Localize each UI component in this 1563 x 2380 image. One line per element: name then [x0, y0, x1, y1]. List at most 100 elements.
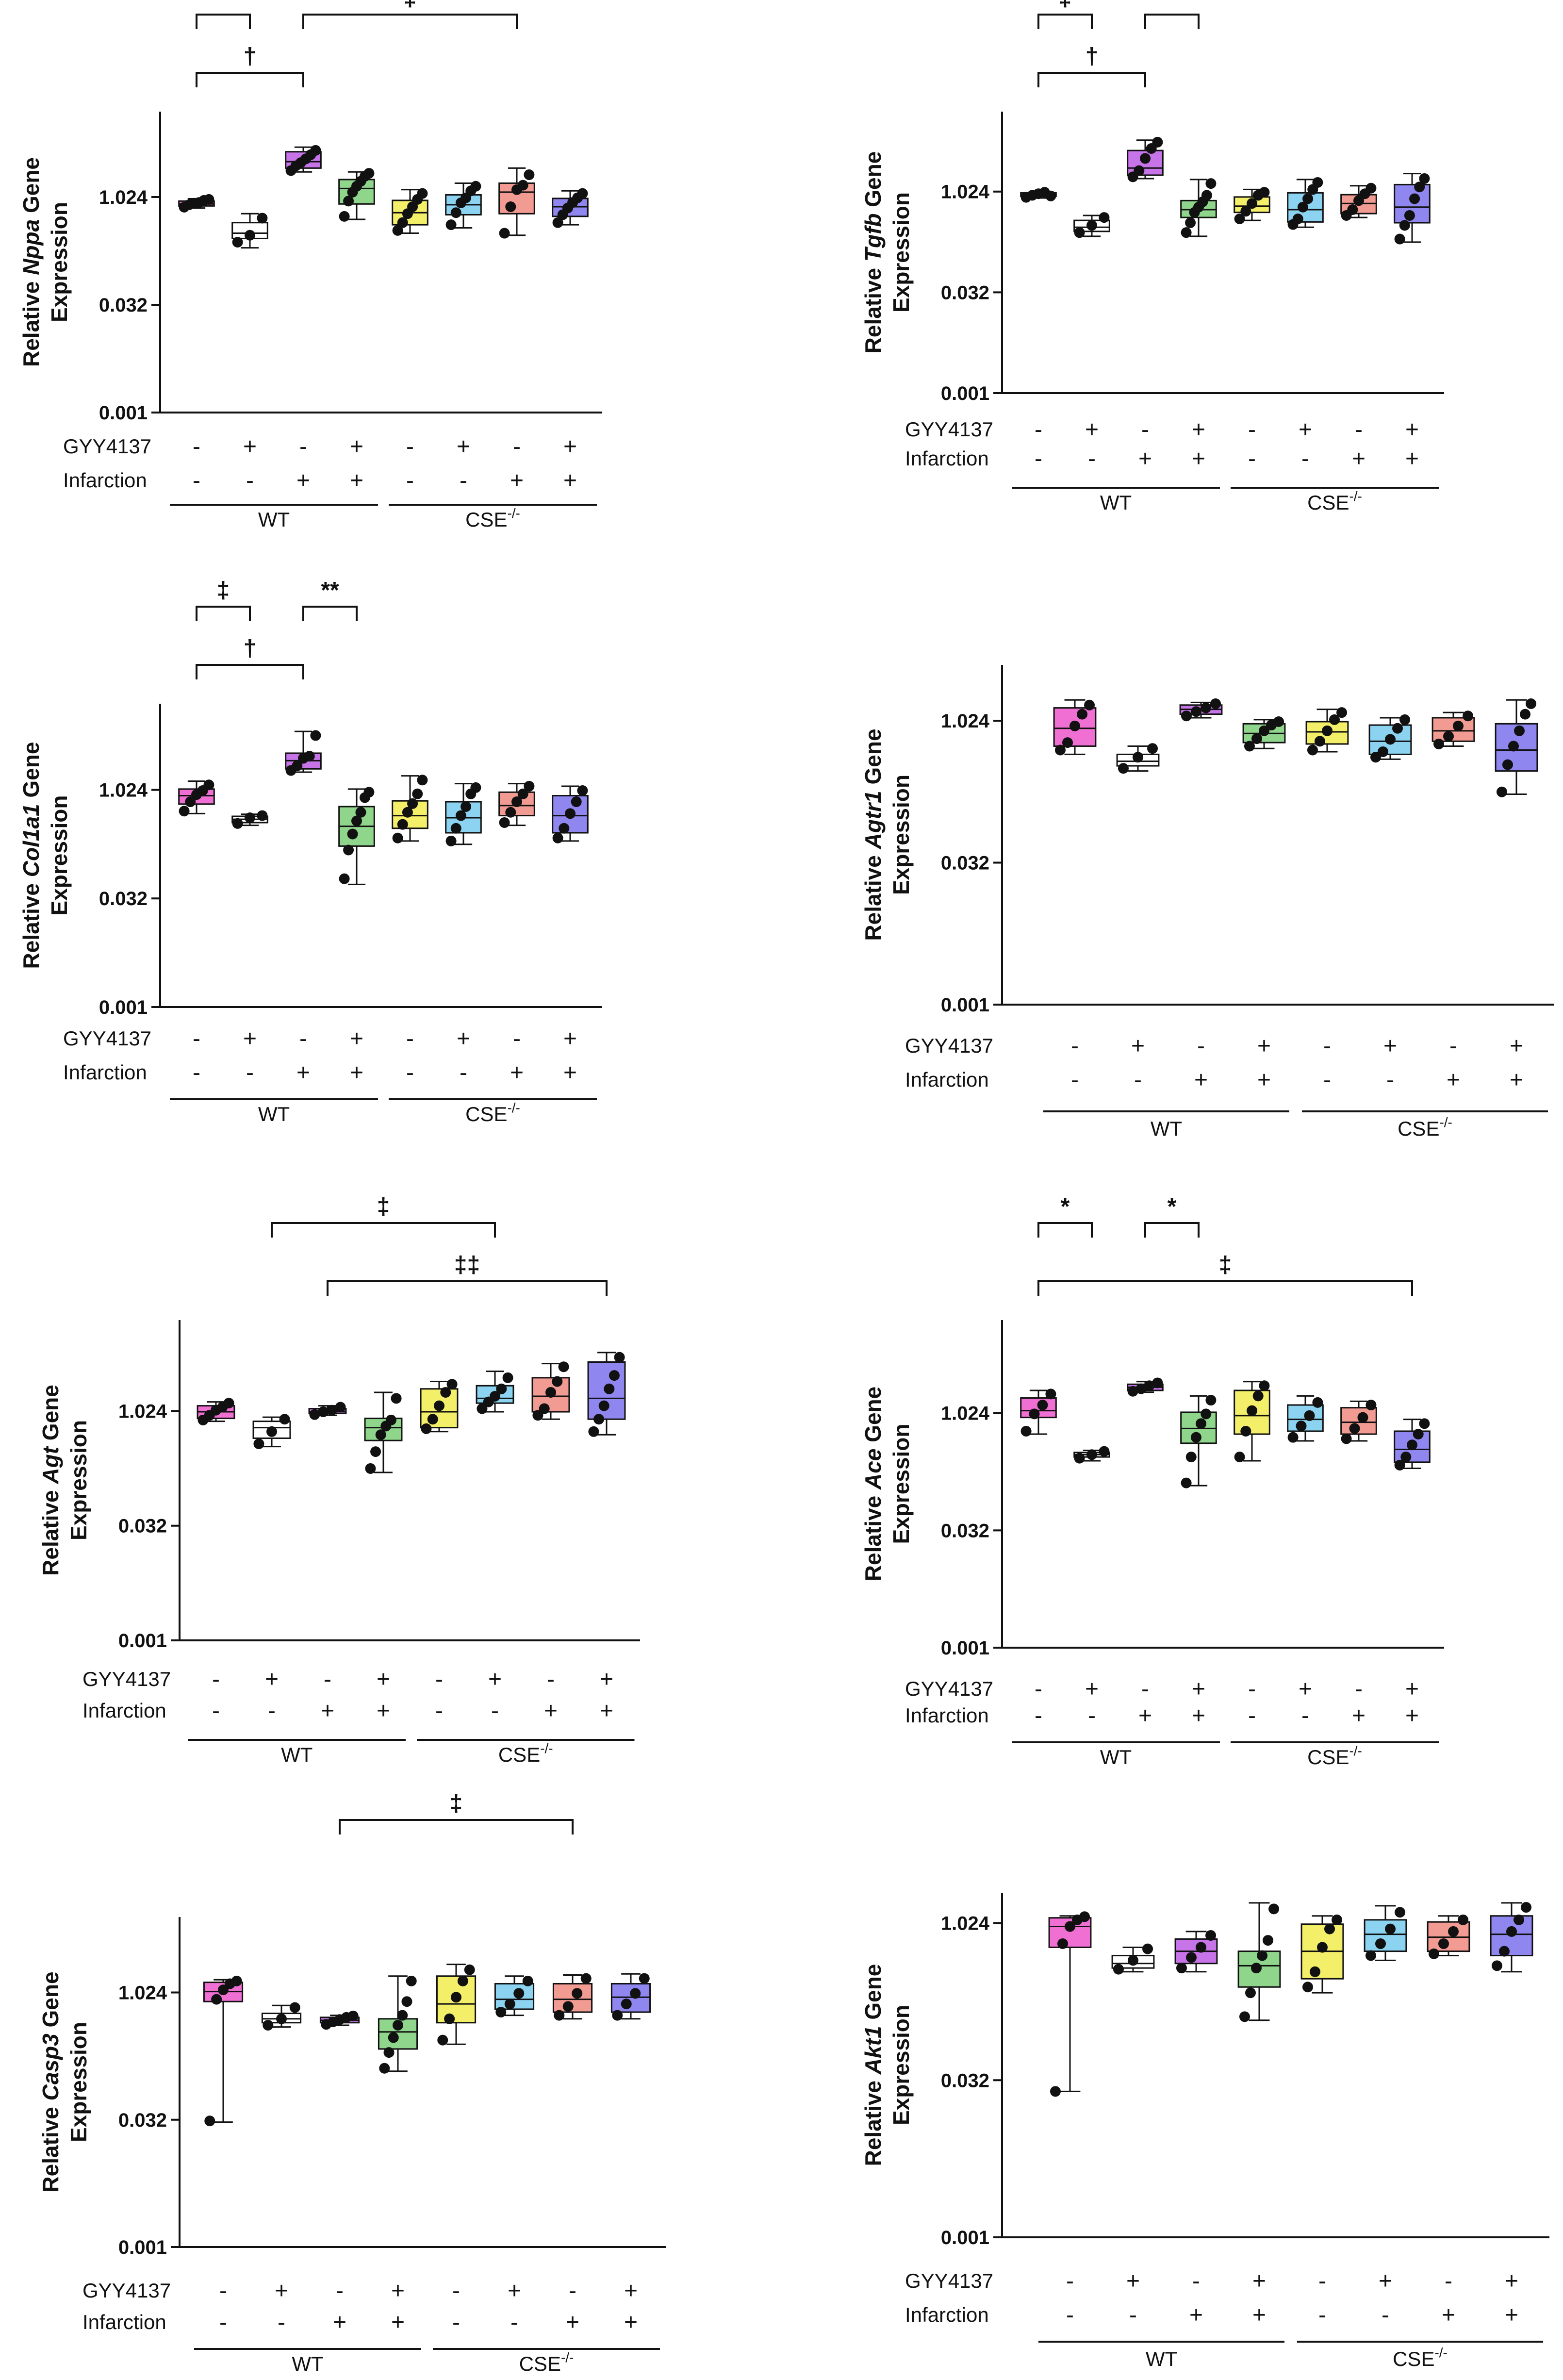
- bracket-line: [196, 664, 304, 679]
- bracket-line: [1037, 72, 1146, 87]
- data-point: [1247, 198, 1257, 209]
- treatment-sign: +: [1299, 417, 1312, 443]
- treatment-sign: -: [1066, 2268, 1074, 2294]
- treatment-sign: +: [1257, 1033, 1271, 1059]
- box-3: [319, 2010, 360, 2030]
- data-point: [203, 194, 214, 205]
- bracket-line: [302, 14, 518, 29]
- data-point: [1196, 1942, 1207, 1953]
- treatment-sign: -: [193, 434, 200, 460]
- data-point: [1050, 2086, 1061, 2097]
- box-8: [1495, 698, 1538, 797]
- data-point: [1144, 1380, 1155, 1391]
- condition-sign: +: [510, 468, 524, 494]
- data-point: [609, 1370, 620, 1381]
- data-point: [1357, 1412, 1368, 1423]
- data-point: [1302, 193, 1314, 204]
- data-point: [421, 1423, 432, 1434]
- box-4: [1180, 1395, 1217, 1488]
- data-point: [1201, 702, 1212, 713]
- data-point: [179, 806, 190, 817]
- data-point: [630, 1988, 641, 1999]
- data-point: [279, 1414, 290, 1425]
- box-5: [392, 188, 428, 236]
- significance-label: †: [1086, 44, 1099, 69]
- y-axis-label: Relative Akt1 GeneExpression: [860, 1964, 914, 2166]
- data-point: [1448, 1926, 1459, 1937]
- data-point: [1210, 698, 1221, 710]
- condition-sign: +: [1352, 1703, 1366, 1729]
- condition-sign: +: [563, 1060, 577, 1086]
- box: [1431, 717, 1475, 742]
- bracket-line: [1037, 14, 1093, 29]
- condition-sign: -: [246, 1060, 254, 1086]
- condition-sign: +: [1194, 1067, 1208, 1093]
- data-point: [1201, 1408, 1212, 1420]
- condition-sign: +: [1442, 2302, 1455, 2328]
- data-point: [1185, 217, 1196, 229]
- data-point: [257, 810, 268, 821]
- y-tick-label: 0.032: [941, 852, 989, 874]
- data-point: [1296, 1421, 1307, 1432]
- condition-sign: +: [296, 468, 310, 494]
- data-point: [445, 219, 457, 231]
- group-label-wt: WT: [281, 1743, 313, 1766]
- data-point: [612, 2010, 623, 2021]
- treatment-sign: -: [1248, 1676, 1256, 1702]
- data-point: [417, 188, 428, 199]
- box: [1364, 1919, 1407, 1952]
- data-point: [1086, 1449, 1097, 1460]
- data-point: [1181, 711, 1192, 722]
- box-6: [476, 1371, 514, 1414]
- row-label-treatment: GYY4137: [905, 418, 993, 441]
- condition-sign: +: [377, 1698, 390, 1724]
- row-label-treatment: GYY4137: [905, 2269, 993, 2292]
- data-point: [397, 2010, 408, 2021]
- data-point: [1377, 746, 1388, 757]
- significance-label: ‡: [377, 1194, 390, 1220]
- y-tick-label: 0.032: [941, 282, 989, 303]
- data-point: [524, 780, 535, 792]
- significance-label: ‡‡: [454, 1252, 480, 1278]
- treatment-sign: -: [1318, 2268, 1326, 2294]
- data-point: [1496, 786, 1507, 797]
- box-8: [552, 188, 589, 228]
- data-point: [343, 844, 354, 856]
- data-point: [588, 1426, 599, 1437]
- data-point: [1020, 1425, 1032, 1437]
- data-point: [1332, 1914, 1343, 1925]
- treatment-sign: +: [243, 434, 257, 460]
- data-point: [1257, 1950, 1268, 1961]
- data-point: [545, 1387, 556, 1398]
- data-point: [253, 1438, 264, 1450]
- data-point: [604, 1383, 615, 1394]
- data-point: [517, 788, 528, 799]
- data-point: [1147, 743, 1158, 754]
- data-point: [1205, 178, 1217, 189]
- data-point: [446, 1379, 458, 1390]
- treatment-sign: +: [600, 1667, 613, 1692]
- data-point: [1057, 1938, 1068, 1949]
- data-point: [427, 1414, 438, 1425]
- data-point: [1395, 1907, 1406, 1918]
- row-label-treatment: GYY4137: [905, 1034, 993, 1057]
- data-point: [1185, 1452, 1197, 1463]
- data-point: [1463, 711, 1474, 722]
- data-point: [365, 1463, 376, 1474]
- box-6: [1287, 1395, 1324, 1443]
- chart-nppa: 1.024 0.032 0.001 Relative Nppa GeneExpress…: [18, 0, 602, 531]
- data-point: [502, 1372, 513, 1383]
- y-tick-label: 1.024: [99, 779, 148, 801]
- data-point: [1400, 1452, 1412, 1463]
- box-5: [420, 1379, 459, 1434]
- treatment-sign: +: [1299, 1676, 1312, 1702]
- data-point: [351, 815, 362, 826]
- data-point: [1506, 1926, 1517, 1937]
- condition-sign: -: [1301, 1703, 1309, 1729]
- condition-sign: -: [1386, 1067, 1394, 1093]
- bracket-line: [302, 606, 358, 621]
- condition-sign: -: [1066, 2302, 1074, 2328]
- significance-label: ‡: [1219, 1252, 1232, 1278]
- data-point: [407, 798, 418, 809]
- data-point: [499, 228, 510, 239]
